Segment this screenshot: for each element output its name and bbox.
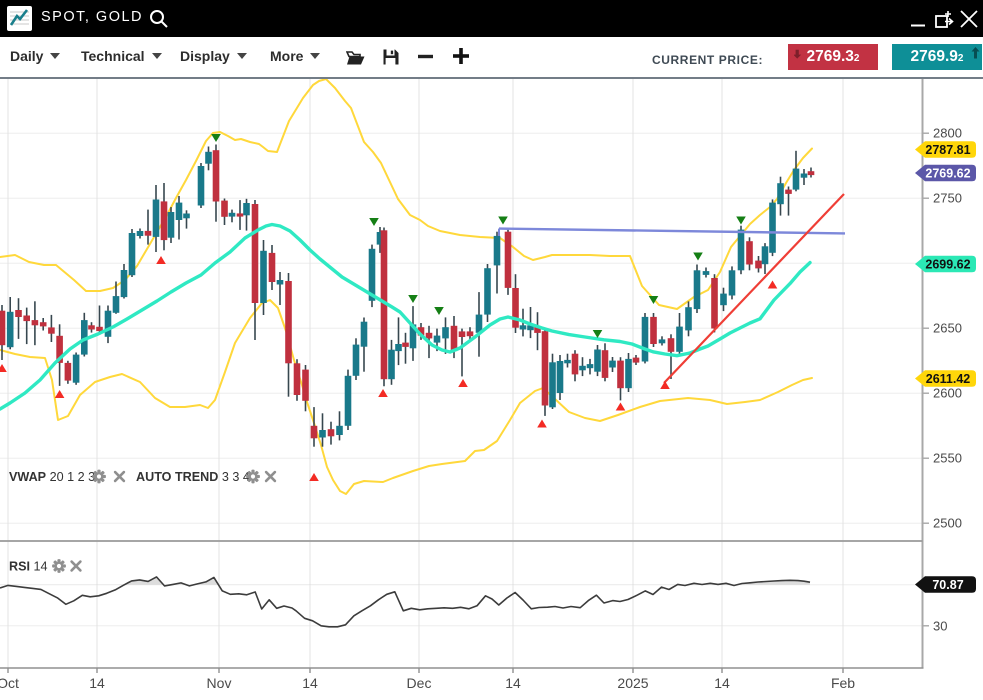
svg-text:14: 14 <box>89 675 105 691</box>
svg-text:2500: 2500 <box>933 516 962 531</box>
svg-text:2600: 2600 <box>933 386 962 401</box>
svg-text:2800: 2800 <box>933 126 962 141</box>
svg-text:AUTO TREND 3 3 4: AUTO TREND 3 3 4 <box>136 470 250 484</box>
svg-text:2025: 2025 <box>617 675 648 691</box>
svg-text:2769.62: 2769.62 <box>925 167 970 181</box>
svg-text:14: 14 <box>714 675 730 691</box>
svg-text:70.87: 70.87 <box>932 578 963 592</box>
svg-text:2750: 2750 <box>933 191 962 206</box>
svg-text:Feb: Feb <box>831 675 855 691</box>
svg-text:2550: 2550 <box>933 451 962 466</box>
svg-text:2611.42: 2611.42 <box>926 372 971 386</box>
svg-text:2650: 2650 <box>933 321 962 336</box>
svg-text:14: 14 <box>505 675 521 691</box>
svg-text:30: 30 <box>933 618 947 633</box>
svg-text:2699.62: 2699.62 <box>925 258 970 272</box>
svg-text:Nov: Nov <box>207 675 232 691</box>
svg-text:RSI 14: RSI 14 <box>9 560 48 574</box>
svg-text:2787.81: 2787.81 <box>925 143 970 157</box>
svg-text:VWAP 20 1 2 3: VWAP 20 1 2 3 <box>9 470 95 484</box>
svg-text:Oct: Oct <box>0 675 19 691</box>
svg-text:14: 14 <box>302 675 318 691</box>
svg-text:Dec: Dec <box>407 675 432 691</box>
